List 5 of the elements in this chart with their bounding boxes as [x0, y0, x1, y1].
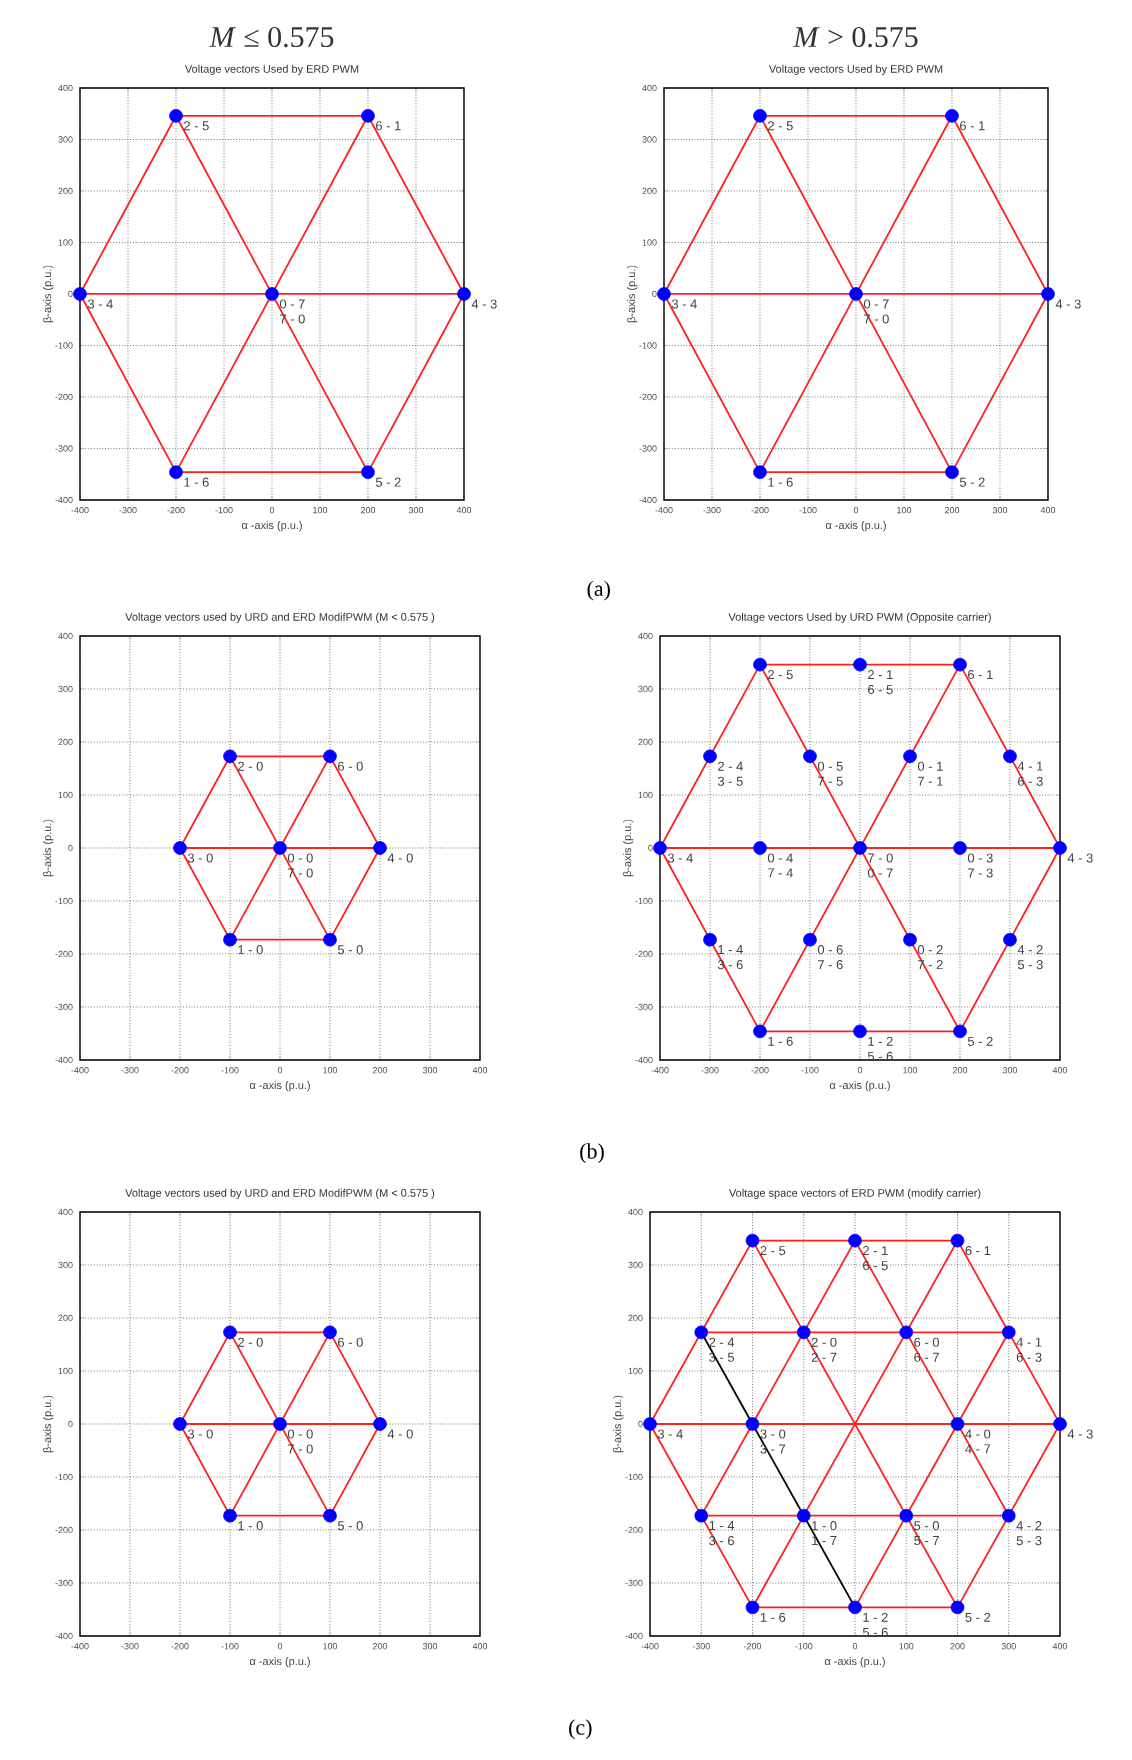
text: (a) — [587, 580, 610, 601]
text: (b) — [580, 1143, 604, 1164]
text: (c) — [569, 1719, 592, 1740]
chart-title: M > 0.575 — [793, 26, 918, 48]
chart-title: M ≤ 0.575 — [209, 26, 334, 48]
